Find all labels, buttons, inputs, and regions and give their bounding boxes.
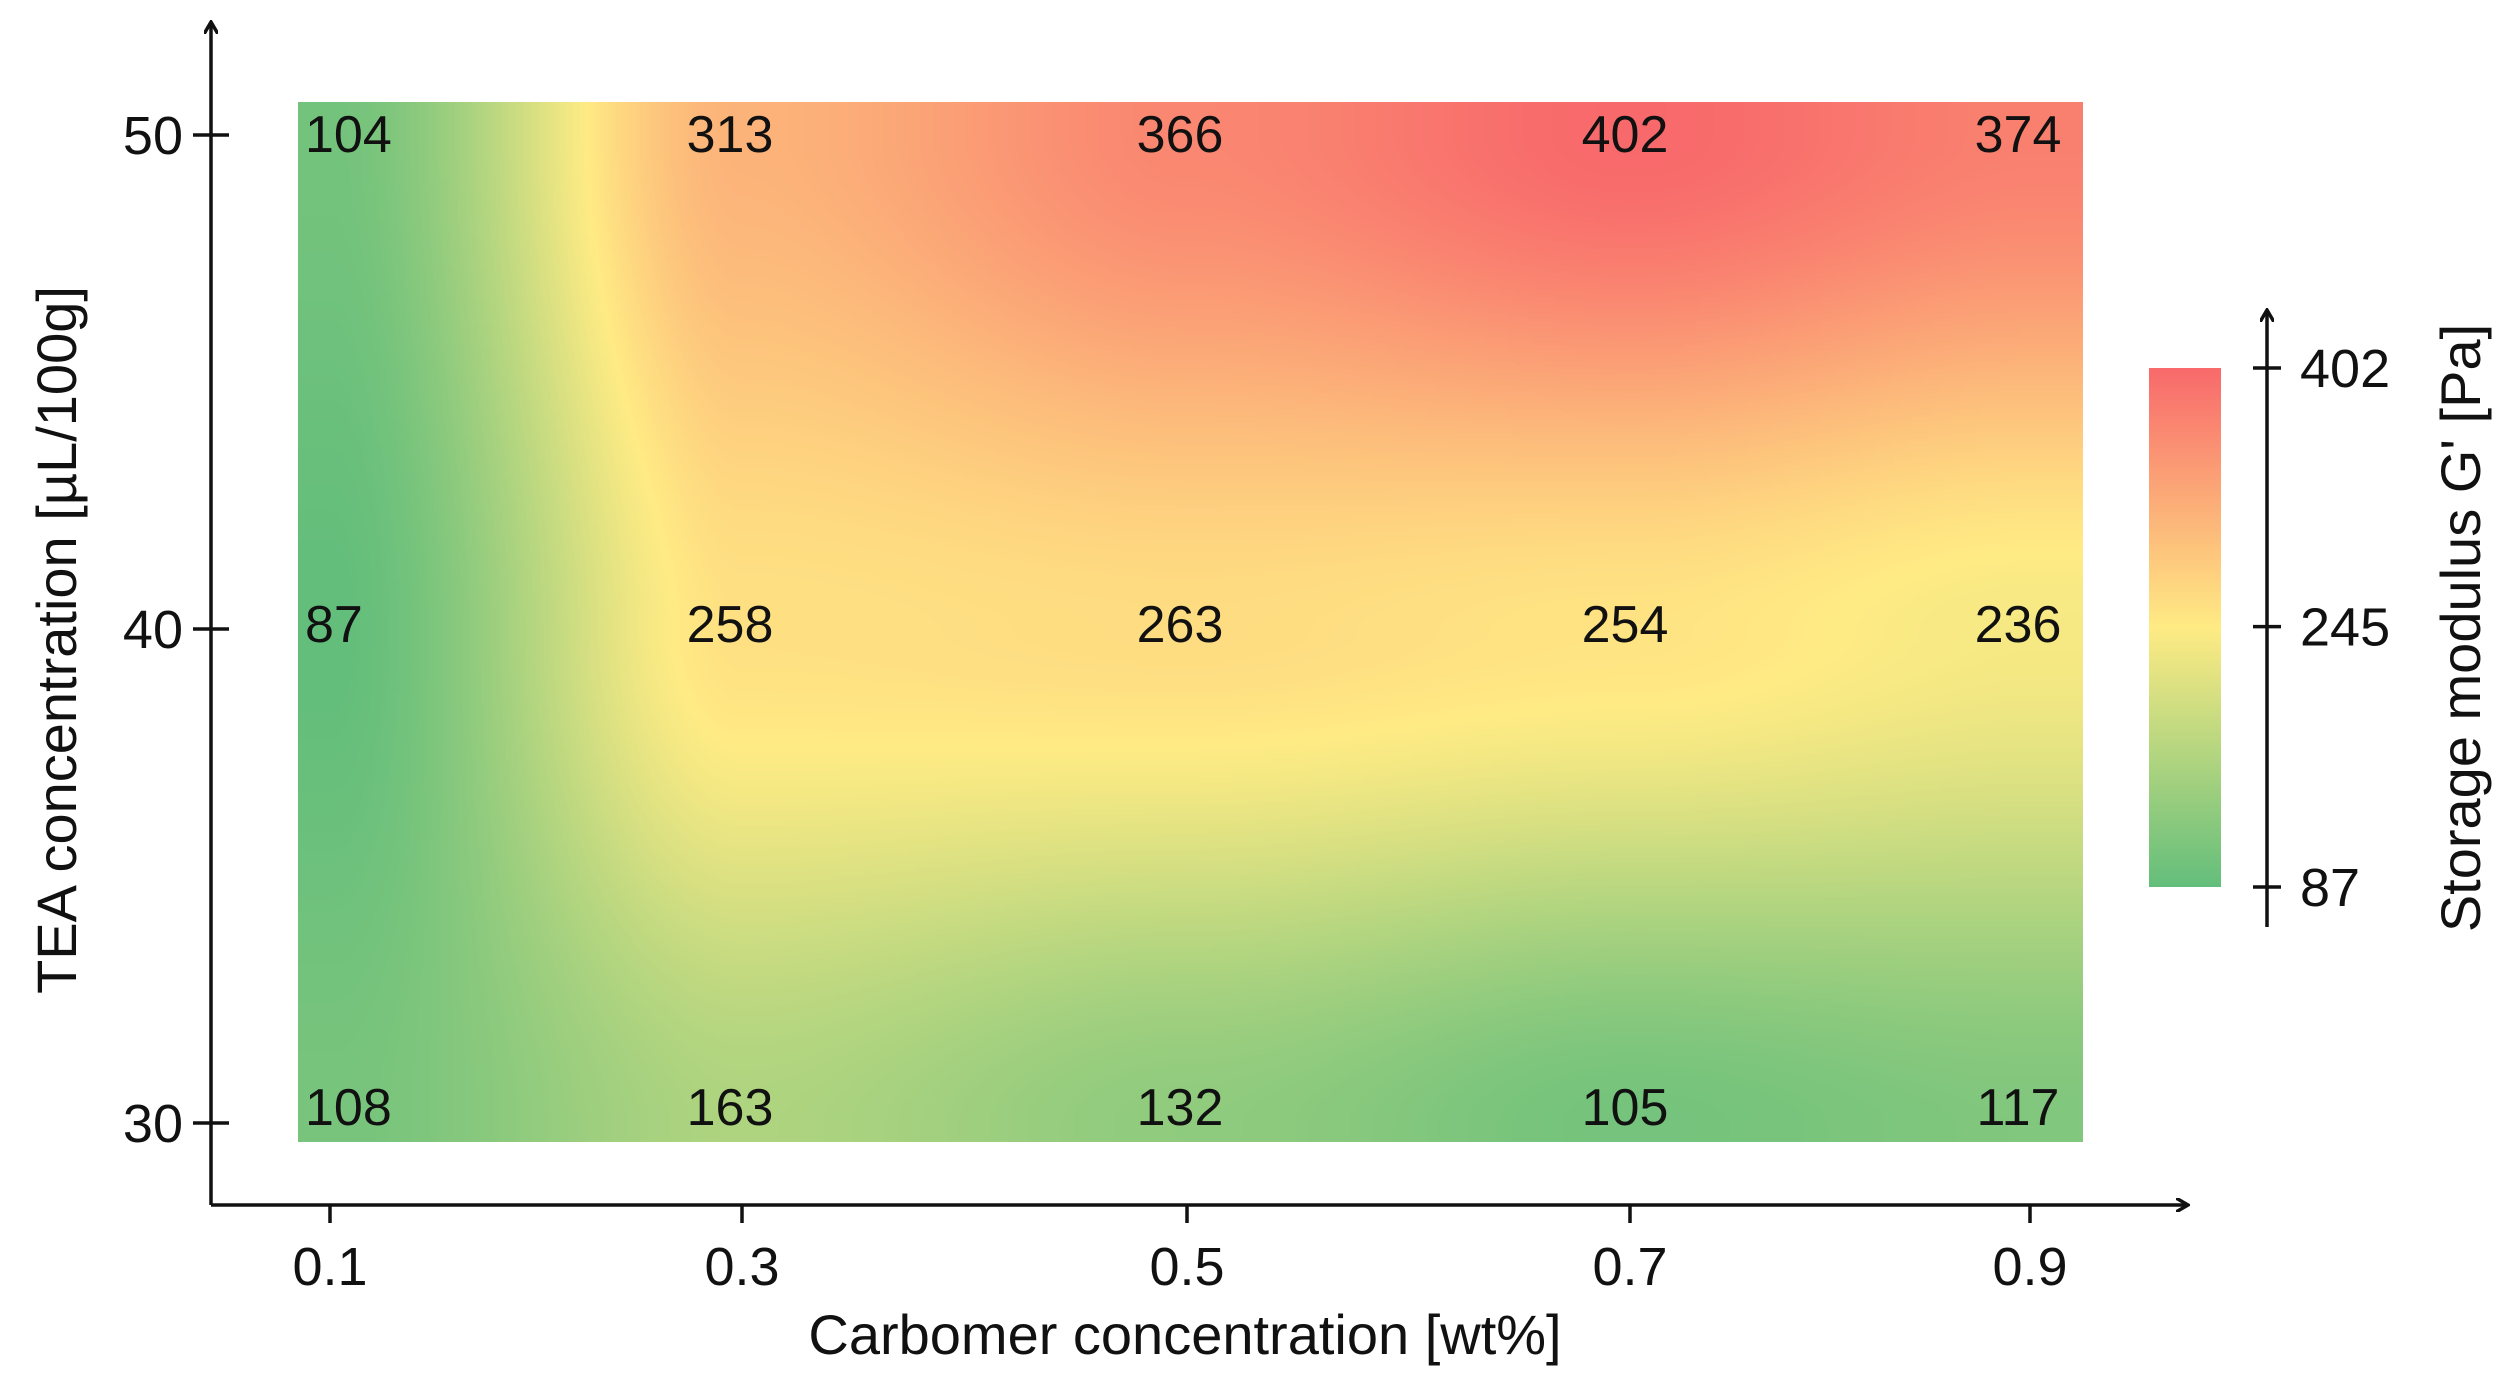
colorbar-tick-label: 245 [2300, 598, 2390, 658]
x-axis-label: Carbomer concentration [wt%] [808, 1303, 1561, 1366]
y-tick-label: 30 [123, 1094, 183, 1154]
x-axis-ticks: 0.1 0.3 0.5 0.7 0.9 [292, 1205, 2068, 1297]
y-tick-label: 50 [123, 106, 183, 166]
x-tick-label: 0.9 [1992, 1237, 2067, 1297]
colorbar-tick-label: 87 [2300, 858, 2360, 918]
x-tick-label: 0.1 [292, 1237, 367, 1297]
colorbar-tick-label: 402 [2300, 339, 2390, 399]
x-tick-label: 0.7 [1592, 1237, 1667, 1297]
cell-value-label: 87 [305, 596, 363, 654]
x-tick-label: 0.3 [704, 1237, 779, 1297]
y-tick-label: 40 [123, 600, 183, 660]
cell-value-label: 104 [305, 106, 392, 164]
cell-value-label: 254 [1582, 596, 1669, 654]
cell-value-label: 163 [687, 1079, 774, 1137]
cell-value-label: 105 [1582, 1079, 1669, 1137]
cell-value-label: 366 [1137, 106, 1224, 164]
cell-value-label: 374 [1975, 106, 2062, 164]
y-axis-ticks: 30 40 50 [123, 106, 229, 1154]
cell-value-label: 313 [687, 106, 774, 164]
heatmap-field [298, 102, 2083, 1142]
x-tick-label: 0.5 [1149, 1237, 1224, 1297]
y-axis-label: TEA concentration [µL/100g] [25, 286, 88, 994]
cell-value-label: 132 [1137, 1079, 1224, 1137]
cell-value-label: 108 [305, 1079, 392, 1137]
cell-value-label: 236 [1975, 596, 2062, 654]
cell-value-label: 402 [1582, 106, 1669, 164]
cell-value-label: 263 [1137, 596, 1224, 654]
cell-value-labels: 108 163 132 105 117 87 258 263 254 236 104 313 366 40… [305, 106, 2061, 1137]
colorbar-ticks: 87 245 402 [2253, 339, 2390, 918]
cell-value-label: 258 [687, 596, 774, 654]
colorbar-label: Storage modulus G' [Pa] [2429, 324, 2492, 932]
colorbar [2149, 368, 2221, 887]
cell-value-label: 117 [1977, 1079, 2060, 1137]
